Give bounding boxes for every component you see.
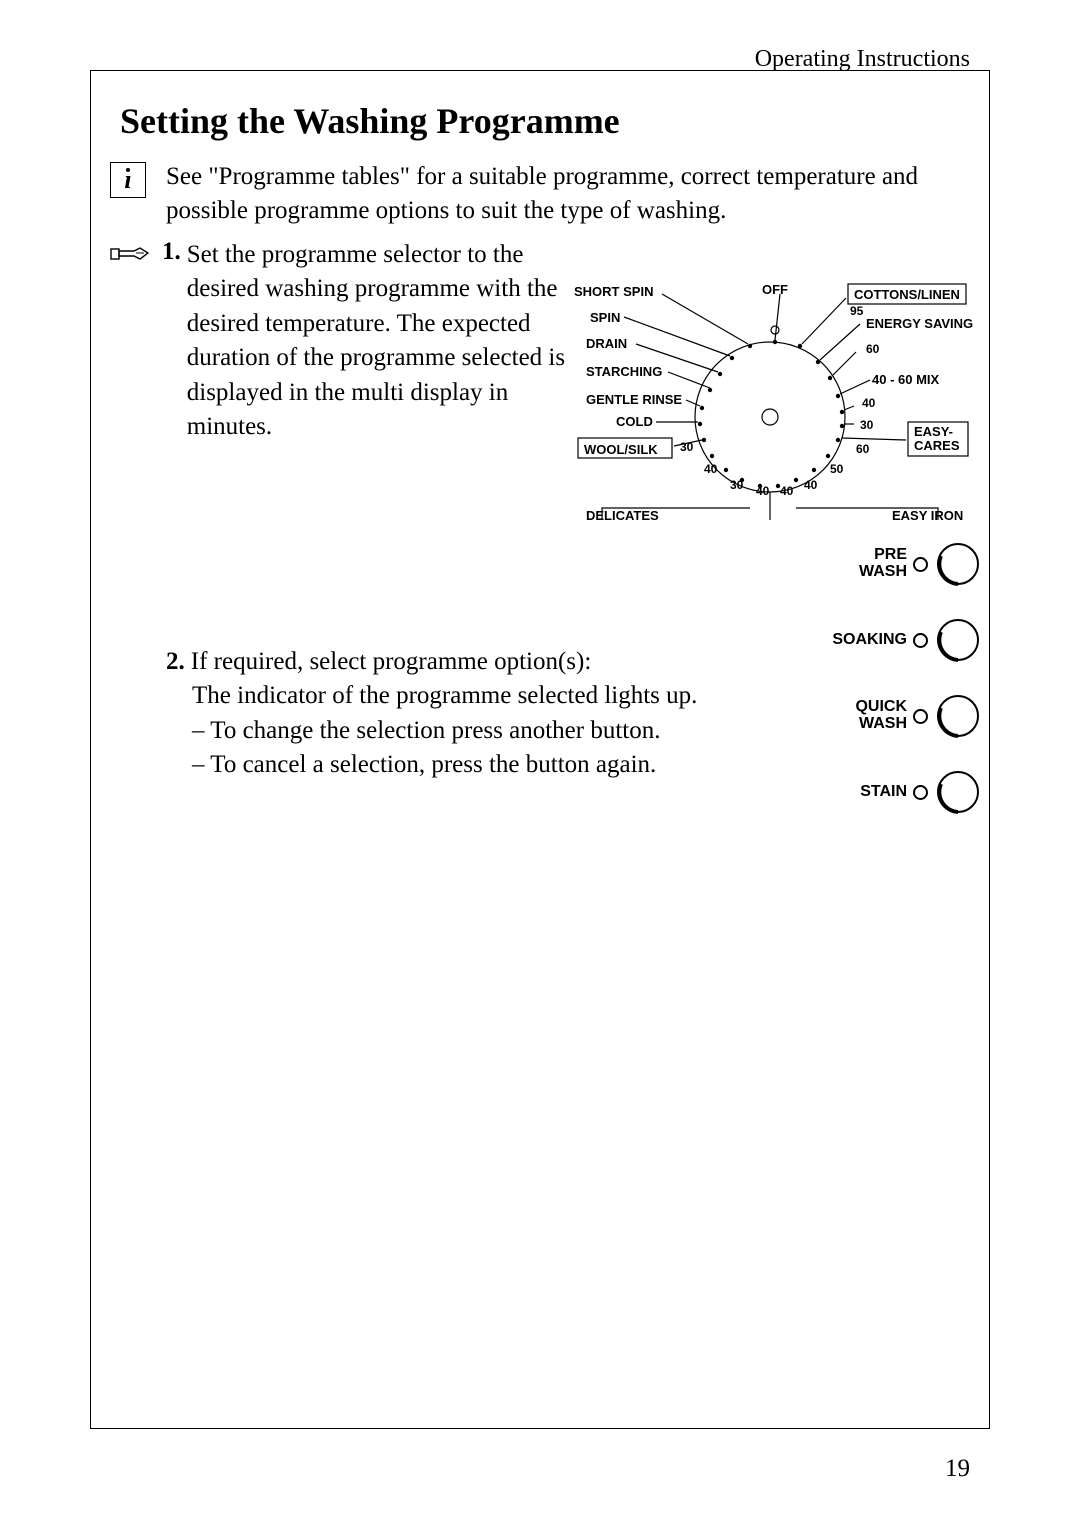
option-label-quickwash: QUICK WASH	[855, 699, 907, 733]
programme-selector-diagram: SHORT SPIN OFF COTTONS/LINEN SPIN ENERGY…	[570, 282, 970, 542]
button-icon	[936, 542, 980, 586]
option-row-stain: STAIN	[750, 768, 980, 816]
dial-label-short-spin: SHORT SPIN	[574, 284, 653, 299]
option-row-soaking: SOAKING	[750, 616, 980, 664]
led-icon	[913, 785, 928, 800]
dial-temp-40c: 40	[780, 484, 793, 498]
dial-temp-50: 50	[830, 462, 843, 476]
dial-label-energy: ENERGY SAVING	[866, 316, 973, 331]
led-icon	[913, 633, 928, 648]
dial-label-gentle: GENTLE RINSE	[586, 392, 682, 407]
hand-pointer-icon	[110, 242, 150, 271]
step-1-text: Set the programme selector to the desire…	[187, 238, 587, 445]
dial-label-cottons: COTTONS/LINEN	[854, 287, 960, 302]
dial-temp-30a: 30	[860, 418, 873, 432]
step-1-number: 1.	[162, 238, 181, 266]
button-icon	[936, 770, 980, 814]
dial-label-easycares: EASY- CARES	[914, 425, 960, 452]
page-content: Setting the Washing Programme ı See "Pro…	[110, 100, 970, 783]
dial-label-wool: WOOL/SILK	[584, 442, 658, 457]
info-block: ı See "Programme tables" for a suitable …	[110, 160, 970, 228]
button-icon	[936, 694, 980, 738]
dial-label-mix: 40 - 60 MIX	[872, 372, 939, 387]
dial-temp-60a: 60	[866, 342, 879, 356]
dial-temp-40a: 40	[862, 396, 875, 410]
button-icon	[936, 618, 980, 662]
dial-temp-40b: 40	[804, 478, 817, 492]
option-label-soaking: SOAKING	[832, 632, 907, 649]
info-text: See "Programme tables" for a suitable pr…	[166, 160, 970, 228]
page-header-category: Operating Instructions	[755, 46, 970, 73]
dial-label-drain: DRAIN	[586, 336, 627, 351]
step-2-line1: If required, select programme option(s):	[191, 648, 592, 675]
option-label-prewash: PRE WASH	[859, 547, 907, 581]
dial-temp-30b: 30	[730, 478, 743, 492]
info-icon: ı	[110, 162, 146, 198]
dial-temp-60b: 60	[856, 442, 869, 456]
step-2-number: 2.	[166, 648, 185, 675]
dial-temp-40e: 40	[704, 462, 717, 476]
dial-temp-30c: 30	[680, 440, 693, 454]
option-row-prewash: PRE WASH	[750, 540, 980, 588]
option-row-quickwash: QUICK WASH	[750, 692, 980, 740]
led-icon	[913, 557, 928, 572]
dial-label-cold: COLD	[616, 414, 653, 429]
section-title: Setting the Washing Programme	[120, 100, 970, 142]
page-number: 19	[945, 1455, 970, 1483]
dial-label-spin: SPIN	[590, 310, 620, 325]
dial-label-starching: STARCHING	[586, 364, 662, 379]
option-label-stain: STAIN	[860, 784, 907, 801]
led-icon	[913, 709, 928, 724]
dial-label-off: OFF	[762, 282, 788, 297]
dial-label-easyiron: EASY IRON	[892, 508, 963, 523]
dial-label-delicates: DELICATES	[586, 508, 659, 523]
dial-temp-40d: 40	[756, 484, 769, 498]
dial-temp-95: 95	[850, 304, 863, 318]
option-buttons-column: PRE WASH SOAKING QUICK WASH STAIN	[750, 540, 980, 844]
